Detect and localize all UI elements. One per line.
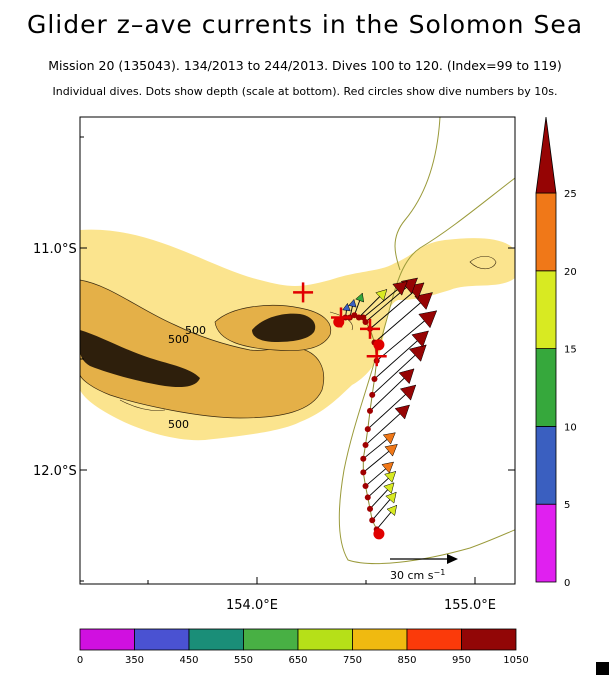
speed-colorbar-segment-2 [535,348,557,427]
depth-colorbar-label-450: 450 [179,655,198,666]
depth-colorbar-segment-3 [243,628,299,651]
vector-head-18 [355,292,365,303]
depth-dot-8 [364,426,371,433]
chart-subtitle: Mission 20 (135043). 134/2013 to 244/201… [48,58,562,73]
speed-colorbar-label-25: 25 [564,189,577,200]
island-east [469,256,497,270]
vector-head-0 [386,504,398,517]
speed-colorbar-label-20: 20 [564,267,577,278]
corner-square [596,662,609,675]
depth-colorbar-segment-6 [406,628,462,651]
chart-title: Glider z–ave currents in the Solomon Sea [26,10,584,39]
depth-colorbar-label-0: 0 [77,655,83,666]
vector-head-10 [408,344,427,362]
vector-head-20 [342,302,351,312]
depth-dot-1 [369,517,376,524]
depth-dot-5 [360,469,367,476]
depth-colorbar-label-1050: 1050 [503,655,528,666]
depth-colorbar-segment-4 [297,628,353,651]
vector-head-3 [384,471,397,483]
depth-colorbar-segment-2 [188,628,244,651]
depth-colorbar-segment-0 [79,628,135,651]
map-plot [80,117,515,565]
depth-dot-4 [362,483,369,490]
reference-vector-head [447,554,458,564]
depth-dot-7 [362,442,369,449]
x-tick-label-154e: 154.0°E [226,598,278,613]
speed-colorbar-label-0: 0 [564,578,570,589]
vector-head-12 [418,310,438,329]
speed-colorbar-top-arrow [535,116,557,194]
depth-colorbar-label-950: 950 [452,655,471,666]
vector-head-9 [398,368,415,385]
depth-dot-3 [364,494,371,501]
vector-head-8 [399,384,417,401]
depth-dot-11 [371,375,378,382]
depth-colorbar-label-850: 850 [397,655,416,666]
speed-colorbar-segment-4 [535,192,557,272]
depth-colorbar-segment-7 [461,628,517,651]
coastline-1000m-north [394,117,441,271]
speed-colorbar: 0 5 10 15 20 25 [535,116,577,589]
dive-marker-100 [373,528,385,540]
vector-head-5 [384,444,398,457]
contour-label: 500 [168,418,189,431]
speed-colorbar-label-15: 15 [564,345,577,356]
speed-colorbar-segment-3 [535,270,557,349]
vector-head-11 [411,330,429,348]
mountain-peak-west [80,330,200,388]
vector-head-6 [382,432,396,445]
depth-dot-18 [351,312,358,319]
vector-head-19 [348,298,357,308]
vector-layer [293,277,438,540]
vector-head-16 [392,281,408,296]
dive-marker-110 [373,339,385,351]
depth-dot-2 [367,505,373,512]
reference-vector-exponent: −1 [433,568,445,577]
speed-colorbar-segment-1 [535,425,557,505]
vector-head-7 [394,404,410,420]
depth-colorbar-label-650: 650 [288,655,307,666]
vector-head-4 [381,461,394,474]
depth-dot-15 [362,319,369,326]
depth-dot-10 [369,391,376,398]
depth-colorbar-segment-5 [352,628,408,651]
contour-label: 500 [185,324,206,337]
depth-colorbar-label-350: 350 [125,655,144,666]
y-tick-label-12s: 12.0°S [33,464,77,479]
y-tick-label-11s: 11.0°S [33,242,77,257]
axis-ticks [80,136,515,584]
reference-vector-label: 30 cm s−1 [390,568,445,582]
depth-dot-16 [360,314,367,321]
depth-colorbar-label-750: 750 [343,655,362,666]
depth-colorbar-label-550: 550 [234,655,253,666]
speed-colorbar-label-10: 10 [564,422,577,433]
depth-dot-17 [355,314,362,321]
vector-head-17 [375,289,388,301]
speed-colorbar-segment-0 [535,503,557,583]
vector-head-13 [414,292,433,310]
coastline-1000m [338,177,515,565]
x-tick-label-155e: 155.0°E [444,598,496,613]
depth-colorbar-segment-1 [134,628,190,651]
depth-colorbar: 0 350 450 550 650 750 850 950 1050 [77,628,529,666]
plot-frame [79,116,516,585]
vector-head-1 [385,491,397,504]
depth-dot-6 [360,455,367,462]
land-contour-500 [80,279,324,419]
chart-caption: Individual dives. Dots show depth (scale… [52,85,558,98]
contour-label: 500 [168,333,189,346]
depth-dot-9 [367,407,373,414]
speed-colorbar-label-5: 5 [564,500,570,511]
vector-head-2 [383,482,395,494]
mountain-peak-east [252,313,316,342]
reference-vector-text: 30 cm s [390,569,434,582]
